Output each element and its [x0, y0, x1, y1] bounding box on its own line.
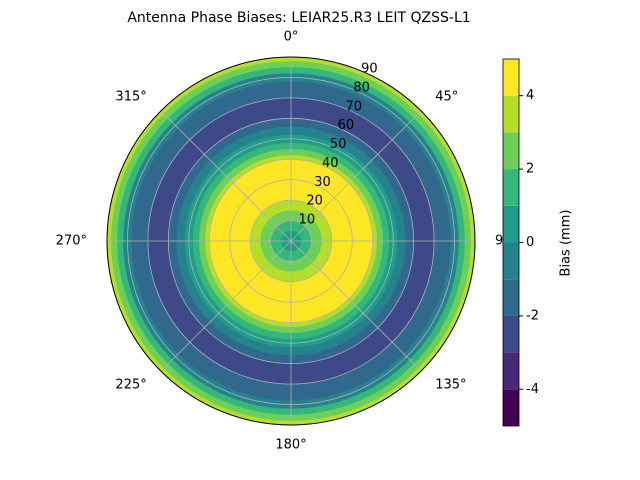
colorbar-band: [503, 132, 519, 170]
theta-tick-label: 270°: [56, 234, 87, 249]
polar-frame: [106, 56, 476, 426]
theta-tick-label: 180°: [275, 438, 306, 453]
r-tick-label: 50: [330, 137, 347, 152]
polar-plot: 0°45°90°135°180°225°270°315°102030405060…: [56, 30, 518, 453]
colorbar-tick-label: -2: [526, 308, 539, 323]
r-tick-label: 10: [299, 213, 316, 228]
r-tick-label: 30: [314, 175, 331, 190]
colorbar-tick-label: 2: [526, 162, 534, 177]
colorbar-label: Bias (mm): [559, 210, 574, 277]
grid-spoke: [160, 110, 292, 242]
colorbar-band: [503, 95, 519, 133]
colorbar-band: [503, 315, 519, 353]
r-tick-label: 20: [306, 194, 323, 209]
colorbar-tick-label: 0: [526, 235, 534, 250]
colorbar-tick-label: -4: [526, 382, 539, 397]
grid-spoke: [290, 240, 422, 372]
colorbar-band: [503, 389, 519, 426]
colorbar-band: [503, 279, 519, 316]
colorbar-band: [503, 352, 519, 390]
r-tick-label: 70: [345, 99, 362, 114]
colorbar-band: [503, 242, 519, 280]
colorbar: -4 -2 0 2 4: [502, 58, 539, 427]
theta-tick-label: 315°: [115, 89, 146, 104]
r-tick-label: 80: [353, 80, 370, 95]
theta-tick-label: 45°: [435, 89, 458, 104]
theta-tick-label: 0°: [284, 30, 299, 45]
colorbar-band: [503, 205, 519, 243]
grid-spoke: [290, 110, 422, 242]
grid-spoke: [160, 240, 292, 372]
colorbar-tick-label: 4: [526, 88, 534, 103]
r-tick-label: 40: [322, 156, 339, 171]
r-tick-label: 90: [361, 62, 378, 77]
colorbar-band: [503, 169, 519, 206]
theta-tick-label: 135°: [435, 378, 466, 393]
theta-tick-label: 225°: [115, 378, 146, 393]
r-tick-label: 60: [338, 118, 355, 133]
chart-title: Antenna Phase Biases: LEIAR25.R3 LEIT QZ…: [127, 10, 470, 26]
colorbar-band: [503, 59, 519, 96]
